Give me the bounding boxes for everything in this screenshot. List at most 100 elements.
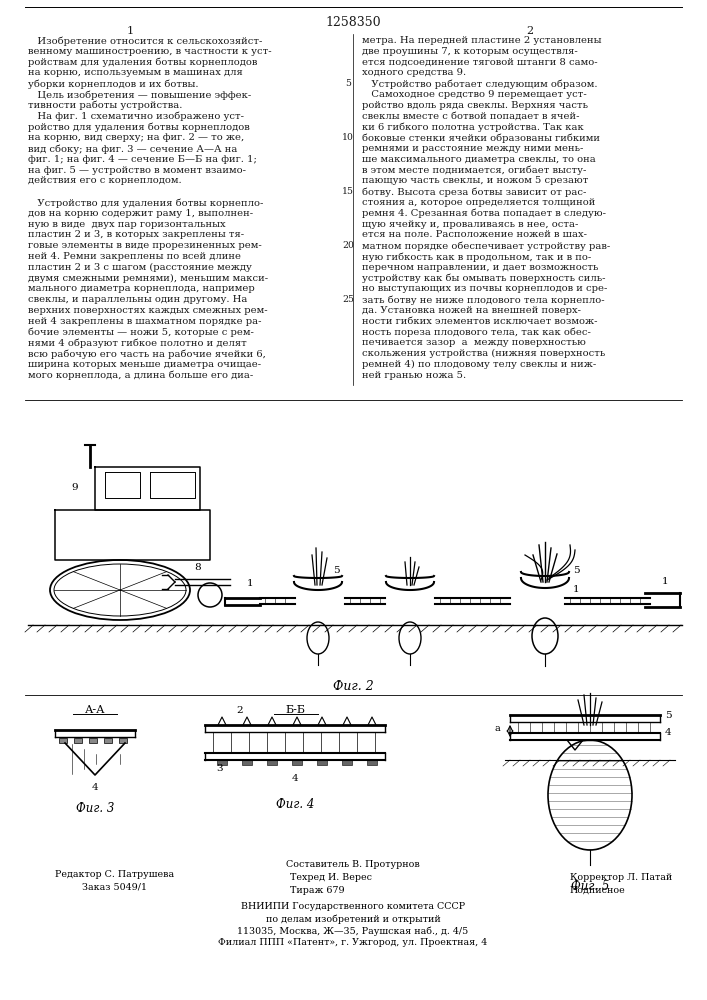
Text: мого корнеплода, а длина больше его диа-: мого корнеплода, а длина больше его диа- xyxy=(28,371,253,380)
Text: 5: 5 xyxy=(573,566,580,575)
Text: дов на корню содержит раму 1, выполнен-: дов на корню содержит раму 1, выполнен- xyxy=(28,209,253,218)
Text: ется подсоединение тяговой штанги 8 само-: ется подсоединение тяговой штанги 8 само… xyxy=(362,58,597,67)
Text: Самоходное средство 9 перемещает уст-: Самоходное средство 9 перемещает уст- xyxy=(362,90,587,99)
Text: Фиг. 5: Фиг. 5 xyxy=(571,880,609,893)
Text: ную в виде  двух пар горизонтальных: ную в виде двух пар горизонтальных xyxy=(28,220,226,229)
Text: Корректор Л. Патай: Корректор Л. Патай xyxy=(570,873,672,882)
Text: две проушины 7, к которым осуществля-: две проушины 7, к которым осуществля- xyxy=(362,47,578,56)
Text: ность пореза плодового тела, так как обес-: ность пореза плодового тела, так как обе… xyxy=(362,328,591,337)
Text: 1: 1 xyxy=(573,585,580,594)
Text: 1258350: 1258350 xyxy=(325,16,381,29)
Text: ремня 4. Срезанная ботва попадает в следую-: ремня 4. Срезанная ботва попадает в след… xyxy=(362,209,606,218)
Text: 9: 9 xyxy=(71,483,78,492)
Text: ней 4 закреплены в шахматном порядке ра-: ней 4 закреплены в шахматном порядке ра- xyxy=(28,317,262,326)
Text: 4: 4 xyxy=(665,728,672,737)
Text: 2: 2 xyxy=(237,706,243,715)
Text: Цель изобретения — повышение эффек-: Цель изобретения — повышение эффек- xyxy=(28,90,251,100)
Text: ней 4. Ремни закреплены по всей длине: ней 4. Ремни закреплены по всей длине xyxy=(28,252,241,261)
Text: но выступающих из почвы корнеплодов и сре-: но выступающих из почвы корнеплодов и ср… xyxy=(362,284,607,293)
Bar xyxy=(89,738,97,743)
Text: действия его с корнеплодом.: действия его с корнеплодом. xyxy=(28,176,182,185)
Text: уборки корнеплодов и их ботвы.: уборки корнеплодов и их ботвы. xyxy=(28,79,199,89)
Text: ВНИИПИ Государственного комитета СССР: ВНИИПИ Государственного комитета СССР xyxy=(241,902,465,911)
Text: 3: 3 xyxy=(216,764,223,773)
Text: нями 4 образуют гибкое полотно и делят: нями 4 образуют гибкое полотно и делят xyxy=(28,338,247,348)
Text: Б-Б: Б-Б xyxy=(285,705,305,715)
Text: всю рабочую его часть на рабочие ячейки 6,: всю рабочую его часть на рабочие ячейки … xyxy=(28,349,266,359)
Text: 1: 1 xyxy=(247,579,253,588)
Text: щую ячейку и, проваливаясь в нее, оста-: щую ячейку и, проваливаясь в нее, оста- xyxy=(362,220,578,229)
Text: ройствам для удаления ботвы корнеплодов: ройствам для удаления ботвы корнеплодов xyxy=(28,58,257,67)
Text: скольжения устройства (нижняя поверхность: скольжения устройства (нижняя поверхност… xyxy=(362,349,605,358)
Text: ности гибких элементов исключает возмож-: ности гибких элементов исключает возмож- xyxy=(362,317,597,326)
Text: в этом месте поднимается, огибает высту-: в этом месте поднимается, огибает высту- xyxy=(362,166,586,175)
Text: ше максимального диаметра свеклы, то она: ше максимального диаметра свеклы, то она xyxy=(362,155,596,164)
Text: ройство вдоль ряда свеклы. Верхняя часть: ройство вдоль ряда свеклы. Верхняя часть xyxy=(362,101,588,110)
Text: ремней 4) по плодовому телу свеклы и ниж-: ремней 4) по плодовому телу свеклы и ниж… xyxy=(362,360,596,369)
Text: 2: 2 xyxy=(527,26,534,36)
Text: 8: 8 xyxy=(194,563,201,572)
Text: ется на поле. Расположение ножей в шах-: ется на поле. Расположение ножей в шах- xyxy=(362,230,587,239)
Text: Филиал ППП «Патент», г. Ужгород, ул. Проектная, 4: Филиал ППП «Патент», г. Ужгород, ул. Про… xyxy=(218,938,488,947)
Text: ки 6 гибкого полотна устройства. Так как: ки 6 гибкого полотна устройства. Так как xyxy=(362,122,584,132)
Text: a: a xyxy=(494,724,500,733)
Bar xyxy=(292,760,302,765)
Text: ходного средства 9.: ходного средства 9. xyxy=(362,68,466,77)
Text: Редактор С. Патрушева: Редактор С. Патрушева xyxy=(55,870,175,879)
Text: 25: 25 xyxy=(342,295,354,304)
Text: Фиг. 3: Фиг. 3 xyxy=(76,802,115,815)
Text: по делам изобретений и открытий: по делам изобретений и открытий xyxy=(266,914,440,924)
Text: На фиг. 1 схематично изображено уст-: На фиг. 1 схематично изображено уст- xyxy=(28,112,244,121)
Text: ширина которых меньше диаметра очищае-: ширина которых меньше диаметра очищае- xyxy=(28,360,261,369)
Text: Составитель В. Протурнов: Составитель В. Протурнов xyxy=(286,860,420,869)
Bar xyxy=(104,738,112,743)
Text: перечном направлении, и дает возможность: перечном направлении, и дает возможность xyxy=(362,263,598,272)
Text: печивается зазор  a  между поверхностью: печивается зазор a между поверхностью xyxy=(362,338,586,347)
Bar xyxy=(242,760,252,765)
Text: на корню, вид сверху; на фиг. 2 — то же,: на корню, вид сверху; на фиг. 2 — то же, xyxy=(28,133,244,142)
Text: на фиг. 5 — устройство в момент взаимо-: на фиг. 5 — устройство в момент взаимо- xyxy=(28,166,246,175)
Text: вид сбоку; на фиг. 3 — сечение А—А на: вид сбоку; на фиг. 3 — сечение А—А на xyxy=(28,144,238,153)
Text: Фиг. 2: Фиг. 2 xyxy=(332,680,373,693)
Text: А-А: А-А xyxy=(85,705,105,715)
Text: 4: 4 xyxy=(92,783,98,792)
Text: 5: 5 xyxy=(665,711,672,720)
Text: 1: 1 xyxy=(662,577,668,586)
Text: 5: 5 xyxy=(333,566,339,575)
Text: Тираж 679: Тираж 679 xyxy=(290,886,344,895)
Text: Заказ 5049/1: Заказ 5049/1 xyxy=(83,883,148,892)
Text: пластин 2 и 3, в которых закреплены тя-: пластин 2 и 3, в которых закреплены тя- xyxy=(28,230,244,239)
Text: ботву. Высота среза ботвы зависит от рас-: ботву. Высота среза ботвы зависит от рас… xyxy=(362,187,586,197)
Text: да. Установка ножей на внешней поверх-: да. Установка ножей на внешней поверх- xyxy=(362,306,581,315)
Text: 113035, Москва, Ж—35, Раушская наб., д. 4/5: 113035, Москва, Ж—35, Раушская наб., д. … xyxy=(238,926,469,936)
Text: 10: 10 xyxy=(342,133,354,142)
Bar xyxy=(317,760,327,765)
Text: на корню, используемым в машинах для: на корню, используемым в машинах для xyxy=(28,68,243,77)
Text: венному машиностроению, в частности к уст-: венному машиностроению, в частности к ус… xyxy=(28,47,271,56)
Text: Подписное: Подписное xyxy=(570,886,626,895)
Text: матном порядке обеспечивает устройству рав-: матном порядке обеспечивает устройству р… xyxy=(362,241,610,251)
Text: фиг. 1; на фиг. 4 — сечение Б—Б на фиг. 1;: фиг. 1; на фиг. 4 — сечение Б—Б на фиг. … xyxy=(28,155,257,164)
Text: Изобретение относится к сельскохозяйст-: Изобретение относится к сельскохозяйст- xyxy=(28,36,262,45)
Text: зать ботву не ниже плодового тела корнепло-: зать ботву не ниже плодового тела корнеп… xyxy=(362,295,604,305)
Text: Устройство для удаления ботвы корнепло-: Устройство для удаления ботвы корнепло- xyxy=(28,198,264,208)
Text: говые элементы в виде прорезиненных рем-: говые элементы в виде прорезиненных рем- xyxy=(28,241,262,250)
Text: свеклы вместе с ботвой попадает в ячей-: свеклы вместе с ботвой попадает в ячей- xyxy=(362,112,580,121)
Text: Техред И. Верес: Техред И. Верес xyxy=(290,873,372,882)
Text: Устройство работает следующим образом.: Устройство работает следующим образом. xyxy=(362,79,597,89)
Text: стояния a, которое определяется толщиной: стояния a, которое определяется толщиной xyxy=(362,198,595,207)
Text: верхних поверхностях каждых смежных рем-: верхних поверхностях каждых смежных рем- xyxy=(28,306,268,315)
Text: пающую часть свеклы, и ножом 5 срезают: пающую часть свеклы, и ножом 5 срезают xyxy=(362,176,588,185)
Text: ную гибкость как в продольном, так и в по-: ную гибкость как в продольном, так и в п… xyxy=(362,252,591,261)
Text: 20: 20 xyxy=(342,241,354,250)
Bar xyxy=(267,760,277,765)
Text: пластин 2 и 3 с шагом (расстояние между: пластин 2 и 3 с шагом (расстояние между xyxy=(28,263,252,272)
Bar xyxy=(217,760,227,765)
Text: двумя смежными ремнями), меньшим макси-: двумя смежными ремнями), меньшим макси- xyxy=(28,274,268,283)
Bar xyxy=(59,738,67,743)
Bar xyxy=(119,738,127,743)
Text: 1: 1 xyxy=(127,26,134,36)
Text: 4: 4 xyxy=(292,774,298,783)
Text: Фиг. 4: Фиг. 4 xyxy=(276,798,314,811)
Text: тивности работы устройства.: тивности работы устройства. xyxy=(28,101,182,110)
